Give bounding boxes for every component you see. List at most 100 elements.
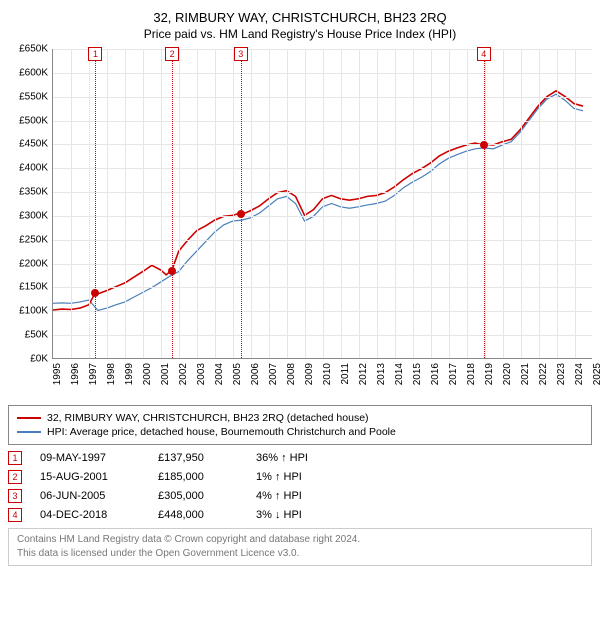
sale-price: £305,000 bbox=[158, 490, 238, 502]
sale-table-row: 109-MAY-1997£137,95036% ↑ HPI bbox=[8, 451, 592, 465]
sale-marker-line bbox=[484, 49, 485, 358]
x-tick-label: 2017 bbox=[448, 363, 459, 385]
v-gridline bbox=[323, 49, 324, 358]
x-tick-label: 2006 bbox=[250, 363, 261, 385]
sale-pct-vs-hpi: 4% ↑ HPI bbox=[256, 490, 356, 502]
y-tick-label: £550K bbox=[19, 91, 48, 102]
v-gridline bbox=[71, 49, 72, 358]
x-tick-label: 2013 bbox=[376, 363, 387, 385]
x-tick-label: 2020 bbox=[502, 363, 513, 385]
y-tick-label: £150K bbox=[19, 282, 48, 293]
legend-label: HPI: Average price, detached house, Bour… bbox=[47, 426, 396, 438]
sale-marker-box: 3 bbox=[234, 47, 248, 61]
sale-dot bbox=[237, 210, 245, 218]
v-gridline bbox=[575, 49, 576, 358]
x-tick-label: 2009 bbox=[304, 363, 315, 385]
x-tick-label: 2019 bbox=[484, 363, 495, 385]
x-tick-label: 2015 bbox=[412, 363, 423, 385]
v-gridline bbox=[341, 49, 342, 358]
x-tick-label: 2014 bbox=[394, 363, 405, 385]
sale-index-box: 2 bbox=[8, 470, 22, 484]
x-tick-label: 2018 bbox=[466, 363, 477, 385]
x-tick-label: 2003 bbox=[196, 363, 207, 385]
legend-swatch bbox=[17, 431, 41, 433]
sale-price: £185,000 bbox=[158, 471, 238, 483]
sale-table-row: 3 06-JUN-2005 £305,000 4% ↑ HPI bbox=[8, 489, 592, 503]
sale-marker-box: 1 bbox=[88, 47, 102, 61]
x-axis: 1995199619971998199920002001200220032004… bbox=[52, 359, 592, 399]
sale-pct-vs-hpi: 1% ↑ HPI bbox=[256, 471, 356, 483]
y-tick-label: £100K bbox=[19, 306, 48, 317]
sale-index-box: 4 bbox=[8, 508, 22, 522]
legend: 32, RIMBURY WAY, CHRISTCHURCH, BH23 2RQ … bbox=[8, 405, 592, 445]
v-gridline bbox=[269, 49, 270, 358]
x-tick-label: 2012 bbox=[358, 363, 369, 385]
chart-area: £0K£50K£100K£150K£200K£250K£300K£350K£40… bbox=[8, 49, 592, 399]
chart-subtitle: Price paid vs. HM Land Registry's House … bbox=[8, 27, 592, 41]
y-axis: £0K£50K£100K£150K£200K£250K£300K£350K£40… bbox=[8, 49, 52, 359]
v-gridline bbox=[107, 49, 108, 358]
y-tick-label: £450K bbox=[19, 139, 48, 150]
sale-dot bbox=[91, 289, 99, 297]
x-tick-label: 1998 bbox=[106, 363, 117, 385]
v-gridline bbox=[197, 49, 198, 358]
sale-marker-box: 2 bbox=[165, 47, 179, 61]
v-gridline bbox=[215, 49, 216, 358]
v-gridline bbox=[305, 49, 306, 358]
x-tick-label: 2011 bbox=[340, 363, 351, 385]
v-gridline bbox=[485, 49, 486, 358]
sale-date: 06-JUN-2005 bbox=[40, 490, 140, 502]
y-tick-label: £350K bbox=[19, 187, 48, 198]
sale-price: £448,000 bbox=[158, 509, 238, 521]
x-tick-label: 2021 bbox=[520, 363, 531, 385]
v-gridline bbox=[539, 49, 540, 358]
v-gridline bbox=[521, 49, 522, 358]
plot-area: 1234 bbox=[52, 49, 592, 359]
v-gridline bbox=[233, 49, 234, 358]
sale-dot bbox=[168, 267, 176, 275]
sale-marker-line bbox=[95, 49, 96, 358]
x-tick-label: 2008 bbox=[286, 363, 297, 385]
footnote-line: This data is licensed under the Open Gov… bbox=[17, 547, 583, 561]
chart-title: 32, RIMBURY WAY, CHRISTCHURCH, BH23 2RQ bbox=[8, 10, 592, 25]
footnote-line: Contains HM Land Registry data © Crown c… bbox=[17, 533, 583, 547]
y-tick-label: £250K bbox=[19, 234, 48, 245]
x-tick-label: 2007 bbox=[268, 363, 279, 385]
x-tick-label: 2024 bbox=[574, 363, 585, 385]
y-tick-label: £50K bbox=[25, 330, 48, 341]
sale-pct-vs-hpi: 3% ↓ HPI bbox=[256, 509, 356, 521]
sale-date: 04-DEC-2018 bbox=[40, 509, 140, 521]
x-tick-label: 1999 bbox=[124, 363, 135, 385]
sale-index-box: 1 bbox=[8, 451, 22, 465]
v-gridline bbox=[161, 49, 162, 358]
x-tick-label: 2005 bbox=[232, 363, 243, 385]
v-gridline bbox=[89, 49, 90, 358]
x-tick-label: 2025 bbox=[592, 363, 600, 385]
sale-price: £137,950 bbox=[158, 452, 238, 464]
sale-table-row: 4 04-DEC-2018 £448,000 3% ↓ HPI bbox=[8, 508, 592, 522]
y-tick-label: £200K bbox=[19, 258, 48, 269]
sale-pct-vs-hpi: 36% ↑ HPI bbox=[256, 452, 356, 464]
v-gridline bbox=[287, 49, 288, 358]
x-tick-label: 2000 bbox=[142, 363, 153, 385]
v-gridline bbox=[503, 49, 504, 358]
sale-dot bbox=[480, 141, 488, 149]
x-tick-label: 1995 bbox=[52, 363, 63, 385]
v-gridline bbox=[467, 49, 468, 358]
y-tick-label: £0K bbox=[30, 354, 48, 365]
y-tick-label: £650K bbox=[19, 44, 48, 55]
v-gridline bbox=[413, 49, 414, 358]
v-gridline bbox=[431, 49, 432, 358]
v-gridline bbox=[143, 49, 144, 358]
y-tick-label: £400K bbox=[19, 163, 48, 174]
v-gridline bbox=[125, 49, 126, 358]
legend-swatch bbox=[17, 417, 41, 419]
legend-item: HPI: Average price, detached house, Bour… bbox=[17, 426, 583, 438]
v-gridline bbox=[395, 49, 396, 358]
v-gridline bbox=[377, 49, 378, 358]
sale-date: 15-AUG-2001 bbox=[40, 471, 140, 483]
legend-item: 32, RIMBURY WAY, CHRISTCHURCH, BH23 2RQ … bbox=[17, 412, 583, 424]
sale-table-row: 2 15-AUG-2001 £185,000 1% ↑ HPI bbox=[8, 470, 592, 484]
x-tick-label: 2004 bbox=[214, 363, 225, 385]
sale-index-box: 3 bbox=[8, 489, 22, 503]
